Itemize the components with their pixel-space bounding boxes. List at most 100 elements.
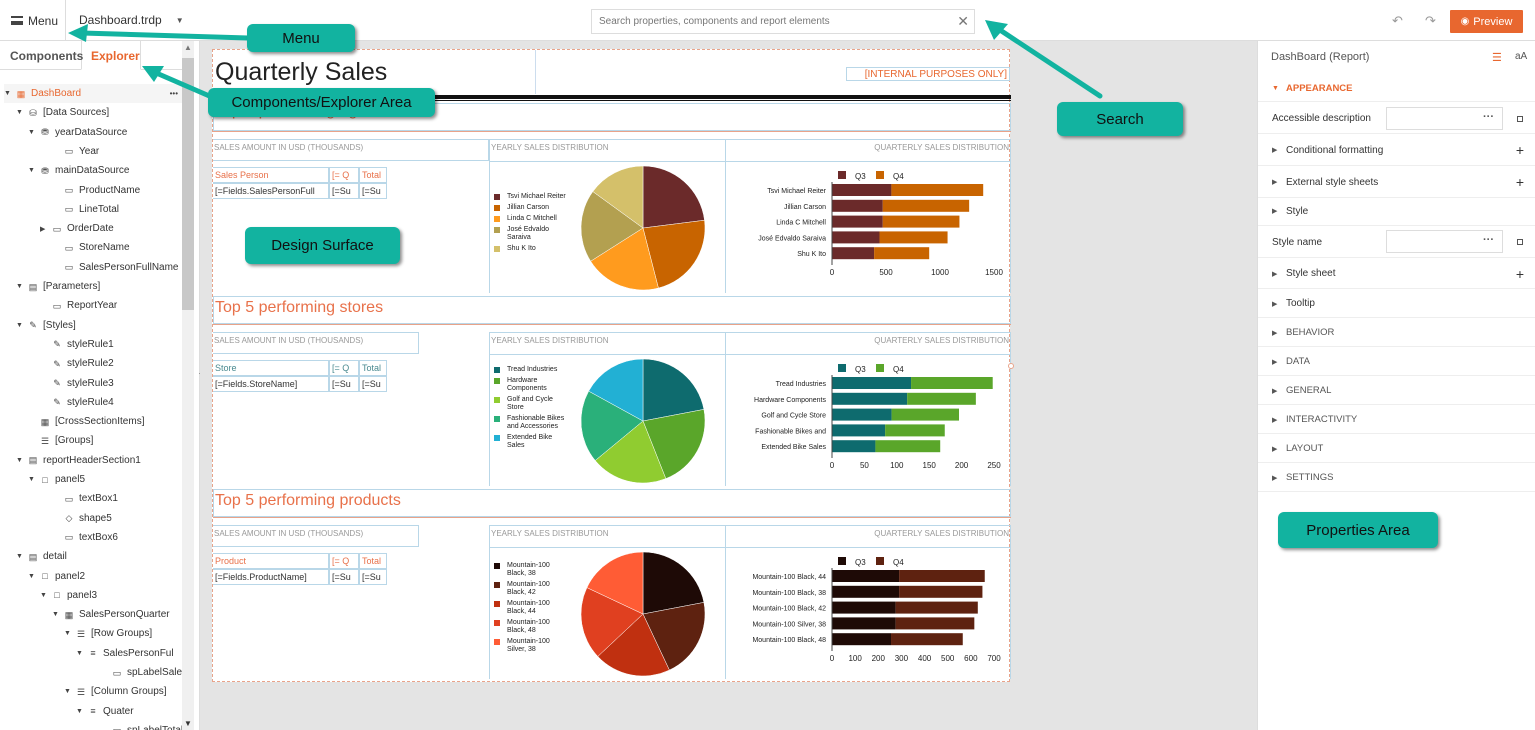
alphabetical-view-icon[interactable]: aA (1515, 51, 1528, 62)
expand-down-icon[interactable]: ▼ (40, 591, 47, 599)
report-page[interactable]: Quarterly Sales [INTERNAL PURPOSES ONLY]… (212, 49, 1014, 682)
redo-icon[interactable]: ↷ (1425, 13, 1436, 28)
property-row[interactable]: ▶ GENERAL (1258, 377, 1535, 405)
tree-item[interactable]: ▭ textBox6 (52, 528, 118, 547)
tree-item[interactable]: ▼ ▤ [Parameters] (16, 277, 100, 296)
tree-scrollbar[interactable]: ▲ ▼ (182, 41, 194, 730)
tree-item[interactable]: ▼ ≡ Quater (76, 702, 134, 721)
tree-item[interactable]: ▭ LineTotal (52, 200, 119, 219)
report-section[interactable]: Top 5 performing products SALES AMOUNT IN… (213, 486, 1011, 679)
crosstab-data-cell[interactable]: [=Su (329, 376, 359, 392)
expand-down-icon[interactable]: ▼ (16, 283, 23, 290)
tree-item[interactable]: ▼ ▦ SalesPersonQuarter (52, 605, 170, 624)
crosstab-data-cell[interactable]: [=Su (359, 376, 387, 392)
crosstab-header-cell[interactable]: [= Q (329, 360, 359, 376)
tree-item[interactable]: ☰ [Groups] (28, 431, 93, 450)
crosstab-data-cell[interactable]: [=Su (359, 183, 387, 199)
reset-icon[interactable] (1517, 116, 1523, 122)
bar-chart-box[interactable] (725, 139, 1011, 293)
categorized-view-icon[interactable]: ☰ (1492, 52, 1502, 64)
tree-item[interactable]: ▭ spLabelSales (100, 663, 187, 682)
crosstab-header-cell[interactable]: Product (213, 553, 329, 569)
property-input[interactable]: ··· (1386, 107, 1503, 130)
crosstab-data-cell[interactable]: [=Fields.ProductName] (213, 569, 329, 585)
expand-down-icon[interactable]: ▼ (16, 456, 23, 464)
pie-chart-box[interactable] (489, 332, 726, 486)
search-input[interactable]: Search properties, components and report… (591, 9, 975, 34)
tree-item[interactable]: ▭ spLabelTotal (100, 721, 183, 730)
preview-button[interactable]: ◉ Preview (1450, 10, 1523, 33)
tree-item[interactable]: ✎ styleRule3 (40, 374, 113, 393)
tree-item[interactable]: ▭ textBox1 (52, 489, 118, 508)
section-title-box[interactable] (213, 103, 1011, 131)
property-row[interactable]: Accessible description ··· (1258, 104, 1535, 134)
tree-item[interactable]: ▼ ≡ SalesPersonFul (76, 644, 174, 663)
bar-chart-box[interactable] (725, 525, 1011, 679)
expand-right-icon[interactable]: ▶ (1272, 270, 1278, 278)
tab-explorer[interactable]: Explorer (91, 49, 140, 63)
expand-down-icon[interactable]: ▼ (28, 167, 35, 175)
tree-item[interactable]: ▼ □ panel2 (28, 567, 85, 586)
section-title-box[interactable] (213, 489, 1011, 517)
tree-item[interactable]: ▼ ▦ DashBoard ••• (4, 84, 184, 103)
title-textbox[interactable] (213, 50, 536, 94)
tree-item[interactable]: ◇ shape5 (52, 509, 112, 528)
expand-down-icon[interactable]: ▼ (28, 476, 35, 483)
property-row[interactable]: ▶ Tooltip (1258, 290, 1535, 318)
property-row[interactable]: ▶ INTERACTIVITY (1258, 406, 1535, 434)
crosstab-header-cell[interactable]: [= Q (329, 553, 359, 569)
crosstab-header-cell[interactable]: Sales Person (213, 167, 329, 183)
reset-icon[interactable] (1517, 239, 1523, 245)
tree-item[interactable]: ▦ [CrossSectionItems] (28, 412, 145, 431)
tree-item[interactable]: ▼ ⛃ yearDataSource (28, 123, 127, 142)
crosstab-data-cell[interactable]: [=Su (329, 569, 359, 585)
expand-down-icon[interactable]: ▼ (16, 109, 23, 117)
add-icon[interactable]: + (1515, 142, 1524, 158)
more-icon[interactable]: ··· (1483, 111, 1494, 123)
property-row[interactable]: ▶ Style (1258, 197, 1535, 226)
tree-item[interactable]: ✎ styleRule4 (40, 393, 113, 412)
pie-chart-box[interactable] (489, 525, 726, 679)
expand-right-icon[interactable]: ▶ (1272, 416, 1278, 424)
bar-chart-box[interactable] (725, 332, 1011, 486)
expand-down-icon[interactable]: ▼ (52, 611, 59, 619)
tree-item[interactable]: ▼ □ panel3 (40, 586, 97, 605)
property-row[interactable]: ▶ BEHAVIOR (1258, 319, 1535, 347)
expand-right-icon[interactable]: ▶ (1272, 358, 1278, 366)
tree-item[interactable]: ▭ SalesPersonFullName (52, 258, 179, 277)
property-input[interactable]: ··· (1386, 230, 1503, 253)
expand-down-icon[interactable]: ▼ (76, 707, 83, 715)
file-name-dropdown[interactable]: Dashboard.trdp ▼ (79, 13, 184, 27)
tree-item[interactable]: ▼ ⛃ mainDataSource (28, 161, 129, 180)
property-row[interactable]: Style name ··· (1258, 227, 1535, 258)
scroll-down-icon[interactable]: ▼ (184, 719, 192, 728)
property-row[interactable]: ▶ Style sheet + (1258, 259, 1535, 289)
table-header-box[interactable] (213, 332, 419, 354)
tree-item[interactable]: ▼ ▤ detail (16, 547, 67, 566)
tree-item[interactable]: ▭ ReportYear (40, 296, 118, 315)
add-icon[interactable]: + (1515, 265, 1524, 282)
tree-item[interactable]: ▼ □ panel5 (28, 470, 85, 489)
scroll-up-icon[interactable]: ▲ (184, 43, 192, 52)
crosstab-data-cell[interactable]: [=Fields.StoreName] (213, 376, 329, 392)
table-header-box[interactable] (213, 139, 489, 161)
property-row[interactable]: ▶ External style sheets + (1258, 167, 1535, 198)
report-section[interactable]: Top 5 performing stores SALES AMOUNT IN U… (213, 293, 1011, 486)
more-icon[interactable]: ••• (169, 89, 178, 98)
crosstab-header-cell[interactable]: [= Q (329, 167, 359, 183)
property-row[interactable]: ▶ Conditional formatting + (1258, 135, 1535, 166)
table-header-box[interactable] (213, 525, 419, 547)
expand-right-icon[interactable]: ▶ (40, 225, 46, 233)
property-row[interactable]: ▶ SETTINGS (1258, 464, 1535, 492)
tree-item[interactable]: ▭ ProductName (52, 181, 140, 200)
crosstab-header-cell[interactable]: Total (359, 360, 387, 376)
tree-item[interactable]: ✎ styleRule1 (40, 335, 113, 354)
expand-right-icon[interactable]: ▶ (1272, 300, 1278, 308)
tree-item[interactable]: ▼ ⛁ [Data Sources] (16, 103, 109, 122)
expand-down-icon[interactable]: ▼ (4, 90, 11, 97)
tree-item[interactable]: ▼ ☰ [Row Groups] (64, 624, 152, 643)
expand-right-icon[interactable]: ▶ (1272, 387, 1278, 395)
tree-item[interactable]: ▼ ▤ reportHeaderSection1 (16, 451, 141, 470)
expand-down-icon[interactable]: ▼ (28, 572, 35, 580)
crosstab-header-cell[interactable]: Total (359, 167, 387, 183)
